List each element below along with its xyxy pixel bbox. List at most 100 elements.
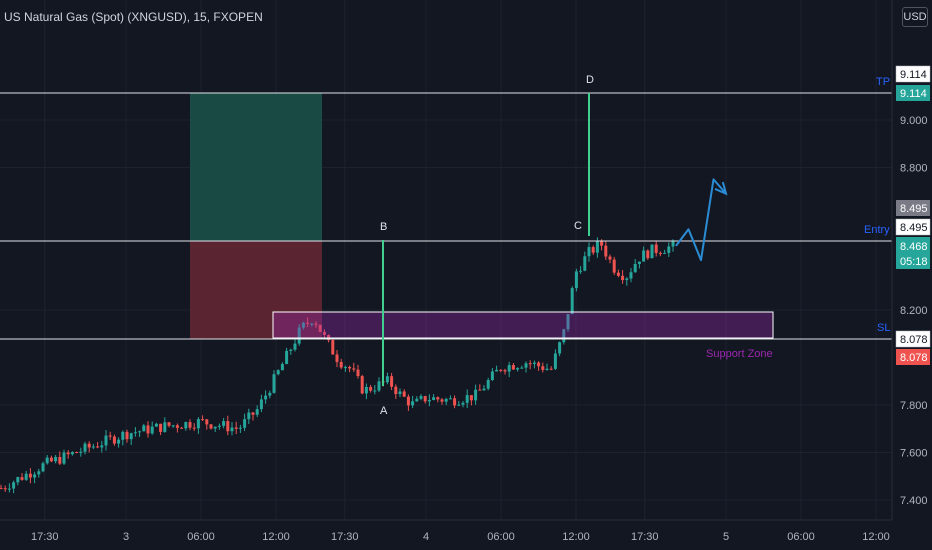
time-tick-label: 06:00: [187, 531, 215, 543]
entry-price-tag-top: 8.495: [896, 200, 930, 216]
candle-body: [87, 443, 91, 448]
candle-body: [306, 322, 310, 324]
price-tick-label: 9.000: [900, 115, 928, 127]
point-c-label: C: [574, 220, 582, 232]
candle-body: [650, 244, 654, 259]
tp-price-tag-top: 9.114: [895, 65, 931, 83]
projection-arrowhead: [714, 181, 728, 196]
svg-text:8.078: 8.078: [900, 352, 928, 364]
candle-body: [411, 401, 415, 406]
candle-body: [314, 323, 318, 325]
svg-text:9.114: 9.114: [900, 88, 927, 100]
svg-text:05:18: 05:18: [900, 256, 928, 268]
candle-body: [558, 342, 562, 354]
price-tick-label: 7.400: [900, 495, 928, 507]
candle-body: [209, 424, 213, 429]
candle-body: [66, 452, 70, 455]
time-tick-label: 12:00: [562, 531, 590, 543]
candle-body: [377, 381, 381, 391]
sl-label: SL: [877, 322, 890, 334]
candle-body: [503, 370, 507, 372]
candle-body: [453, 398, 457, 406]
candle-body: [251, 412, 255, 415]
candle-body: [192, 427, 196, 429]
support-zone-box[interactable]: [272, 311, 774, 339]
candle-body: [570, 288, 574, 315]
candle-body: [146, 425, 150, 434]
candle-body: [213, 426, 217, 429]
candle-body: [45, 457, 49, 464]
candle-body: [289, 349, 293, 351]
svg-text:8.495: 8.495: [900, 203, 928, 215]
candle-body: [469, 395, 473, 401]
candle-body: [255, 409, 259, 415]
candle-body: [432, 397, 436, 401]
candle-body: [385, 376, 389, 383]
candle-body: [616, 272, 620, 276]
candle-body: [222, 421, 226, 426]
candle-body: [654, 244, 658, 253]
price-tick-label: 7.600: [900, 448, 928, 460]
candle-body: [537, 362, 541, 367]
candle-body: [79, 451, 83, 453]
candle-body: [440, 399, 444, 402]
candle-body: [600, 241, 604, 246]
candle-body: [268, 392, 272, 396]
candle-body: [658, 252, 662, 254]
candle-body: [671, 241, 675, 247]
time-axis[interactable]: 17:30 3 06:00 12:00 17:30 4 06:00 12:00 17:30 5 06…: [31, 531, 890, 543]
symbol-title[interactable]: US Natural Gas (Spot) (XNGUSD), 15, FXOP…: [4, 10, 263, 24]
candle-body: [339, 362, 343, 368]
candle-body: [243, 419, 247, 428]
time-tick-label: 17:30: [331, 531, 359, 543]
candle-body: [37, 471, 41, 475]
candle-body: [70, 452, 74, 455]
candle-body: [402, 391, 406, 397]
candle-body: [663, 252, 667, 254]
candle-body: [129, 433, 133, 440]
candle-body: [352, 368, 356, 370]
candle-body: [390, 376, 394, 387]
candle-body: [394, 386, 398, 395]
candle-body: [415, 398, 419, 402]
candle-body: [83, 443, 87, 452]
time-tick-label: 17:30: [31, 531, 59, 543]
candle-body: [142, 425, 146, 432]
time-tick-label: 06:00: [787, 531, 815, 543]
candle-body: [511, 365, 515, 370]
candle-body: [104, 435, 108, 446]
candle-body: [12, 482, 16, 489]
candle-body: [583, 256, 587, 271]
candle-body: [549, 368, 553, 370]
candle-body: [196, 419, 200, 429]
point-a-label: A: [380, 405, 388, 417]
currency-button[interactable]: USD: [902, 7, 928, 27]
profit-zone[interactable]: [190, 93, 322, 241]
point-b-label: B: [380, 221, 387, 233]
candle-body: [96, 446, 100, 448]
candle-body: [226, 421, 230, 432]
candle-body: [553, 353, 557, 369]
point-d-label: D: [586, 74, 594, 86]
candle-body: [612, 259, 616, 273]
candle-body: [41, 463, 45, 472]
candle-body: [629, 272, 633, 279]
candle-body: [448, 398, 452, 400]
projection-path[interactable]: [675, 178, 727, 262]
support-zone-label: Support Zone: [706, 348, 773, 360]
candle-body: [444, 398, 448, 402]
candle-body: [360, 376, 364, 394]
candle-body: [297, 327, 301, 344]
candle-body: [276, 370, 280, 375]
candle-body: [175, 425, 179, 428]
candle-body: [490, 371, 494, 381]
candle-body: [331, 340, 335, 355]
candle-body: [280, 364, 284, 371]
candle-body: [322, 331, 326, 335]
loss-zone[interactable]: [190, 241, 322, 339]
candle-body: [604, 245, 608, 257]
time-tick-label: 5: [723, 531, 729, 543]
price-axis[interactable]: 9.000 8.800 8.200 7.800 7.600 7.400: [900, 115, 928, 507]
candle-body: [125, 431, 129, 440]
